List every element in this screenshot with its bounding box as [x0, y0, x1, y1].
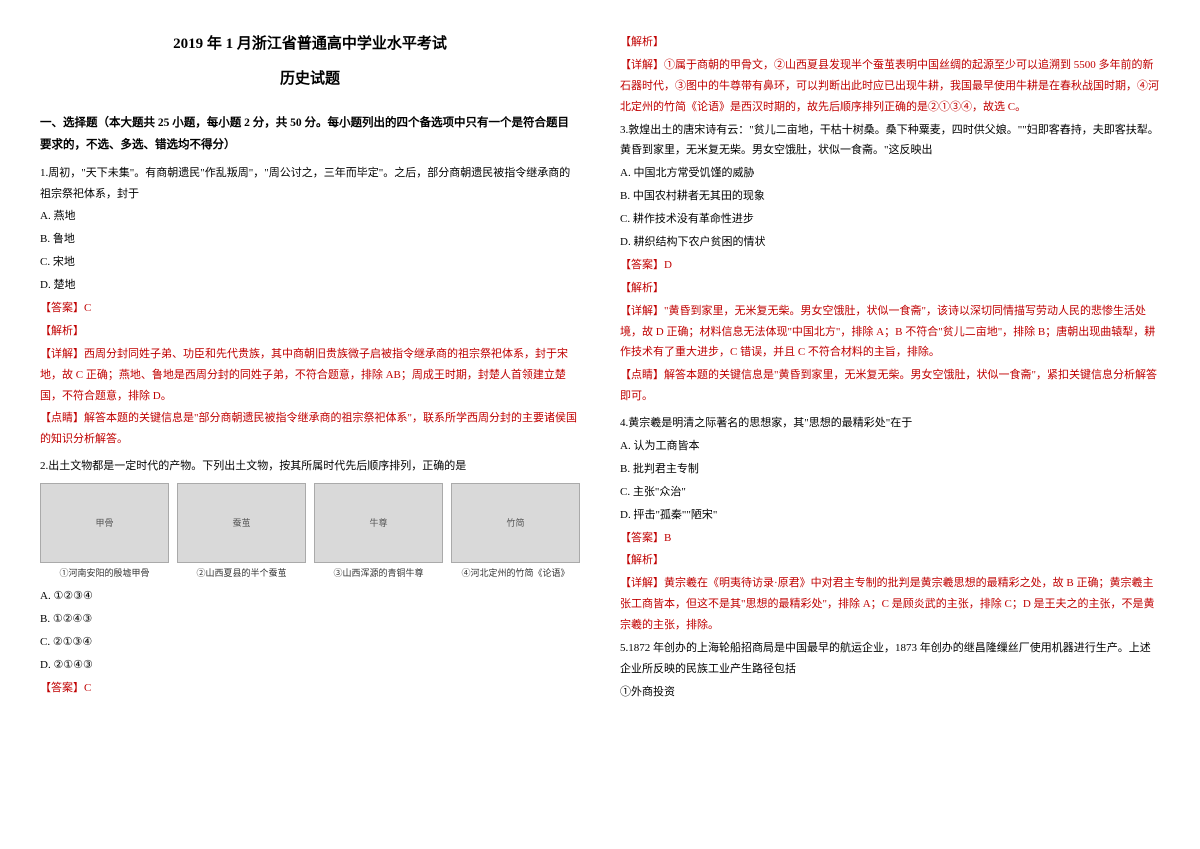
q2-detail-text: ①属于商朝的甲骨文，②山西夏县发现半个蚕茧表明中国丝绸的起源至少可以追溯到 55… — [620, 59, 1159, 113]
q2-opt-d: D. ②①④③ — [40, 655, 580, 676]
q2-opt-a: A. ①②③④ — [40, 586, 580, 607]
main-title: 2019 年 1 月浙江省普通高中学业水平考试 — [40, 30, 580, 59]
detail-label: 【详解】 — [620, 305, 664, 317]
q2-stem: 2.出土文物都是一定时代的产物。下列出土文物，按其所属时代先后顺序排列，正确的是 — [40, 456, 580, 477]
q3-opt-a: A. 中国北方常受饥馑的威胁 — [620, 163, 1160, 184]
q3-hint: 【点睛】解答本题的关键信息是"黄昏到家里，无米复无柴。男女空饿肚，状似一食斋"，… — [620, 365, 1160, 407]
q2-opt-b: B. ①②④③ — [40, 609, 580, 630]
detail-label: 【详解】 — [40, 348, 84, 360]
section-heading: 一、选择题（本大题共 25 小题，每小题 2 分，共 50 分。每小题列出的四个… — [40, 113, 580, 157]
q1-analysis-label: 【解析】 — [40, 321, 580, 342]
answer-label: 【答案】 — [620, 532, 664, 544]
artifact-1-image: 甲骨 — [40, 483, 169, 563]
q4-detail-text: 黄宗羲在《明夷待访录·原君》中对君主专制的批判是黄宗羲思想的最精彩之处，故 B … — [620, 577, 1155, 631]
left-column: 2019 年 1 月浙江省普通高中学业水平考试 历史试题 一、选择题（本大题共 … — [40, 30, 580, 819]
q2-answer-value: C — [84, 682, 91, 694]
q2-opt-c: C. ②①③④ — [40, 632, 580, 653]
answer-label: 【答案】 — [40, 302, 84, 314]
q4-opt-d: D. 抨击"孤秦""陋宋" — [620, 505, 1160, 526]
answer-label: 【答案】 — [620, 259, 664, 271]
caption-4: ④河北定州的竹简《论语》 — [451, 565, 580, 582]
q3-answer: 【答案】D — [620, 255, 1160, 276]
q3-opt-b: B. 中国农村耕者无其田的现象 — [620, 186, 1160, 207]
q4-opt-a: A. 认为工商皆本 — [620, 436, 1160, 457]
q3-opt-d: D. 耕织结构下农户贫困的情状 — [620, 232, 1160, 253]
artifact-2-image: 蚕茧 — [177, 483, 306, 563]
q3-answer-value: D — [664, 259, 672, 271]
q1-stem: 1.周初，"天下未集"。有商朝遗民"作乱叛周"，"周公讨之，三年而毕定"。之后，… — [40, 163, 580, 205]
q3-analysis-label: 【解析】 — [620, 278, 1160, 299]
q1-opt-c: C. 宋地 — [40, 252, 580, 273]
q1-opt-b: B. 鲁地 — [40, 229, 580, 250]
artifact-captions: ①河南安阳的殷墟甲骨 ②山西夏县的半个蚕茧 ③山西浑源的青铜牛尊 ④河北定州的竹… — [40, 565, 580, 582]
artifact-3-image: 牛尊 — [314, 483, 443, 563]
q1-detail: 【详解】西周分封同姓子弟、功臣和先代贵族，其中商朝旧贵族微子启被指令继承商的祖宗… — [40, 344, 580, 407]
q5-stem: 5.1872 年创办的上海轮船招商局是中国最早的航运企业，1873 年创办的继昌… — [620, 638, 1160, 680]
q1-opt-a: A. 燕地 — [40, 206, 580, 227]
q1-hint-text: 解答本题的关键信息是"部分商朝遗民被指令继承商的祖宗祭祀体系"，联系所学西周分封… — [40, 412, 577, 445]
q2-analysis-label: 【解析】 — [620, 32, 1160, 53]
caption-3: ③山西浑源的青铜牛尊 — [314, 565, 443, 582]
q1-hint: 【点睛】解答本题的关键信息是"部分商朝遗民被指令继承商的祖宗祭祀体系"，联系所学… — [40, 408, 580, 450]
q4-opt-b: B. 批判君主专制 — [620, 459, 1160, 480]
q4-opt-c: C. 主张"众治" — [620, 482, 1160, 503]
hint-label: 【点睛】 — [620, 369, 664, 381]
hint-label: 【点睛】 — [40, 412, 84, 424]
q3-detail: 【详解】"黄昏到家里，无米复无柴。男女空饿肚，状似一食斋"，该诗以深切同情描写劳… — [620, 301, 1160, 364]
q1-opt-d: D. 楚地 — [40, 275, 580, 296]
q4-answer: 【答案】B — [620, 528, 1160, 549]
q3-opt-c: C. 耕作技术没有革命性进步 — [620, 209, 1160, 230]
q3-detail-text: "黄昏到家里，无米复无柴。男女空饿肚，状似一食斋"，该诗以深切同情描写劳动人民的… — [620, 305, 1155, 359]
q4-analysis-label: 【解析】 — [620, 550, 1160, 571]
q4-answer-value: B — [664, 532, 671, 544]
q2-answer: 【答案】C — [40, 678, 580, 699]
q1-detail-text: 西周分封同姓子弟、功臣和先代贵族，其中商朝旧贵族微子启被指令继承商的祖宗祭祀体系… — [40, 348, 568, 402]
q1-answer-value: C — [84, 302, 91, 314]
detail-label: 【详解】 — [620, 577, 664, 589]
q2-detail: 【详解】①属于商朝的甲骨文，②山西夏县发现半个蚕茧表明中国丝绸的起源至少可以追溯… — [620, 55, 1160, 118]
q3-stem: 3.敦煌出土的唐宋诗有云："贫儿二亩地，干枯十树桑。桑下种粟麦，四时供父娘。""… — [620, 120, 1160, 162]
sub-title: 历史试题 — [40, 65, 580, 94]
artifact-images: 甲骨 蚕茧 牛尊 竹简 — [40, 483, 580, 563]
answer-label: 【答案】 — [40, 682, 84, 694]
q5-sub: ①外商投资 — [620, 682, 1160, 703]
caption-1: ①河南安阳的殷墟甲骨 — [40, 565, 169, 582]
exam-page: 2019 年 1 月浙江省普通高中学业水平考试 历史试题 一、选择题（本大题共 … — [0, 0, 1200, 849]
q4-detail: 【详解】黄宗羲在《明夷待访录·原君》中对君主专制的批判是黄宗羲思想的最精彩之处，… — [620, 573, 1160, 636]
caption-2: ②山西夏县的半个蚕茧 — [177, 565, 306, 582]
right-column: 【解析】 【详解】①属于商朝的甲骨文，②山西夏县发现半个蚕茧表明中国丝绸的起源至… — [620, 30, 1160, 819]
q3-hint-text: 解答本题的关键信息是"黄昏到家里，无米复无柴。男女空饿肚，状似一食斋"，紧扣关键… — [620, 369, 1157, 402]
q4-stem: 4.黄宗羲是明清之际著名的思想家，其"思想的最精彩处"在于 — [620, 413, 1160, 434]
detail-label: 【详解】 — [620, 59, 664, 71]
q1-answer: 【答案】C — [40, 298, 580, 319]
artifact-4-image: 竹简 — [451, 483, 580, 563]
